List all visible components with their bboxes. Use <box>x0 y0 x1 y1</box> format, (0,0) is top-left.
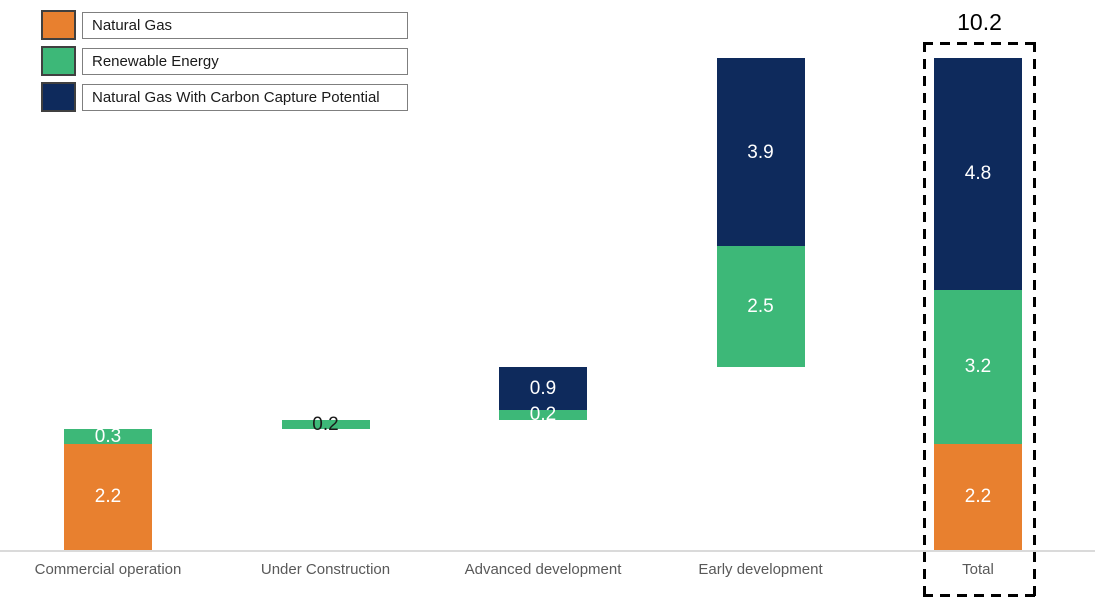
bar-value-label: 2.5 <box>747 295 774 317</box>
bar-segment: 4.8 <box>934 58 1022 290</box>
bar-value-label: 3.2 <box>964 356 992 378</box>
legend-swatch-natural-gas-ccp <box>41 82 76 112</box>
legend-label-natural-gas: Natural Gas <box>82 11 408 39</box>
legend-item-natural-gas: Natural Gas <box>41 10 408 40</box>
legend-item-renewable-energy: Renewable Energy <box>41 46 408 76</box>
legend-swatch-renewable-energy <box>41 46 76 76</box>
bar-value-label: 3.9 <box>747 141 774 163</box>
bar-segment: 0.9 <box>499 366 587 411</box>
legend-item-natural-gas-ccp: Natural Gas With Carbon Capture Potentia… <box>41 82 408 112</box>
bar-segment: 3.9 <box>716 58 805 247</box>
legend-label-natural-gas-ccp: Natural Gas With Carbon Capture Potentia… <box>82 83 408 111</box>
x-axis-category-label: Early development <box>698 561 823 578</box>
bar-value-label: 0.3 <box>94 426 122 448</box>
bar-segment: 2.5 <box>716 246 805 367</box>
bar-segment: 2.2 <box>64 443 152 550</box>
bar-segment: 3.2 <box>934 289 1022 444</box>
x-axis-category-label: Advanced development <box>464 561 622 578</box>
x-axis-category-label: Under Construction <box>260 561 391 578</box>
total-value-label: 10.2 <box>957 8 1002 35</box>
bar-segment: 2.2 <box>934 443 1022 550</box>
bar-value-label: 2.2 <box>964 486 992 508</box>
legend: Natural Gas Renewable Energy Natural Gas… <box>41 10 408 112</box>
legend-label-renewable-energy: Renewable Energy <box>82 47 408 75</box>
legend-swatch-natural-gas <box>41 10 76 40</box>
bar-segment: 0.3 <box>64 426 152 448</box>
bar-value-label: 0.2 <box>312 414 339 436</box>
bar-value-label: 0.2 <box>529 404 557 426</box>
bar-value-label: 2.2 <box>94 486 122 508</box>
bar-value-label: 0.9 <box>529 377 557 399</box>
bar-value-label: 4.8 <box>964 163 992 185</box>
bar-segment: 0.2 <box>281 414 370 436</box>
x-axis-category-label: Total <box>962 561 994 578</box>
x-axis-category-label: Commercial operation <box>34 561 182 578</box>
bar-segment: 0.2 <box>499 404 587 426</box>
x-axis-line <box>0 550 1095 552</box>
